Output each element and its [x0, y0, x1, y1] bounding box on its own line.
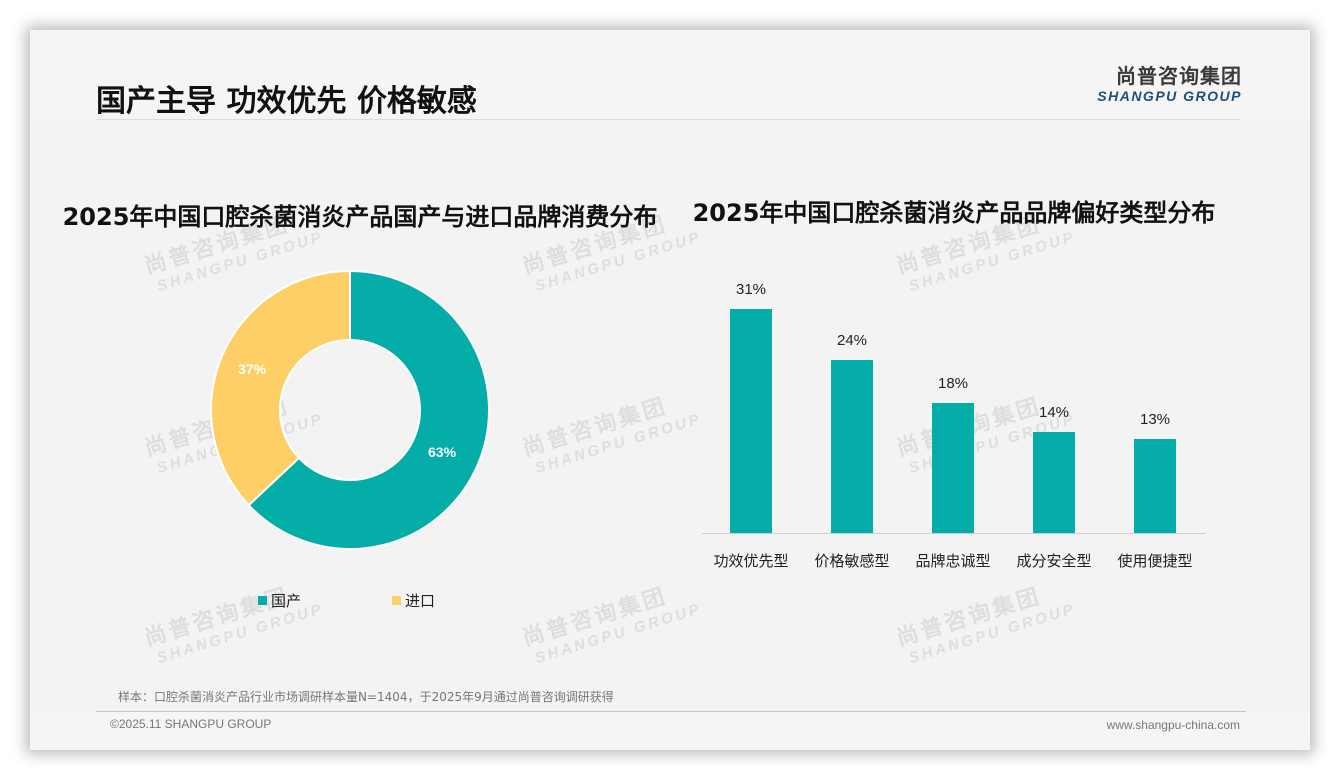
bar-value-label: 31% [735, 281, 767, 298]
donut-chart-graphic [210, 269, 490, 550]
donut-chart-title: 2025年中国口腔杀菌消炎产品国产与进口品牌消费分布 [62, 203, 658, 231]
footer-band [30, 712, 1310, 750]
bar-category-label: 功效优先型 [713, 552, 789, 570]
donut-label-domestic: 63% [428, 444, 457, 460]
donut-label-imported: 37% [238, 361, 267, 377]
logo-chinese: 尚普咨询集团 [1116, 64, 1242, 88]
bar [1033, 432, 1075, 533]
company-logo: 尚普咨询集团 SHANGPU GROUP [1088, 64, 1242, 104]
legend-label: 进口 [405, 593, 436, 610]
sample-note: 样本：口腔杀菌消炎产品行业市场调研样本量N=1404，于2025年9月通过尚普咨… [118, 690, 614, 704]
bar [932, 403, 974, 533]
legend-item-imported: 进口 [392, 590, 435, 611]
bar-chart-title: 2025年中国口腔杀菌消炎产品品牌偏好类型分布 [692, 199, 1216, 227]
footer-divider [96, 711, 1246, 712]
bar [1134, 439, 1176, 533]
bar-category-label: 使用便捷型 [1117, 552, 1193, 570]
legend-label: 国产 [271, 593, 302, 610]
legend-swatch-yellow [392, 596, 401, 605]
slide: 尚普咨询集团 SHANGPU GROUP 尚普咨询集团 SHANGPU GROUP 尚普… [30, 30, 1310, 750]
copyright: ©2025.11 SHANGPU GROUP [110, 717, 272, 731]
bar [831, 360, 873, 533]
title-divider [96, 119, 1240, 120]
watermark-cn: 尚普咨询集团 [893, 583, 1045, 652]
bar-chart-x-axis [702, 533, 1206, 534]
legend-item-domestic: 国产 [258, 590, 301, 611]
donut-chart: 63% 37% [210, 269, 490, 550]
legend-swatch-teal [258, 596, 267, 605]
watermark-en: SHANGPU GROUP [533, 600, 704, 668]
slide-header-band [30, 30, 1310, 120]
donut-segment-imported [210, 269, 351, 507]
watermark-en: SHANGPU GROUP [533, 410, 704, 478]
bar-value-label: 24% [836, 332, 868, 349]
bar-category-label: 品牌忠诚型 [915, 552, 991, 570]
donut-segment-domestic [247, 269, 490, 550]
logo-english: SHANGPU GROUP [1097, 88, 1242, 104]
bar-value-label: 14% [1038, 404, 1070, 421]
bar-value-label: 13% [1139, 411, 1171, 428]
watermark-en: SHANGPU GROUP [907, 228, 1078, 296]
watermark-cn: 尚普咨询集团 [141, 583, 293, 652]
bar [730, 309, 772, 533]
watermark-en: SHANGPU GROUP [533, 228, 704, 296]
watermark-cn: 尚普咨询集团 [519, 393, 671, 462]
page-title: 国产主导 功效优先 价格敏感 [96, 84, 477, 119]
website-link[interactable]: www.shangpu-china.com [1106, 718, 1240, 732]
bar-category-label: 成分安全型 [1016, 552, 1092, 570]
watermark-en: SHANGPU GROUP [907, 600, 1078, 668]
bar-category-label: 价格敏感型 [814, 552, 890, 570]
bar-value-label: 18% [937, 375, 969, 392]
watermark-cn: 尚普咨询集团 [519, 583, 671, 652]
